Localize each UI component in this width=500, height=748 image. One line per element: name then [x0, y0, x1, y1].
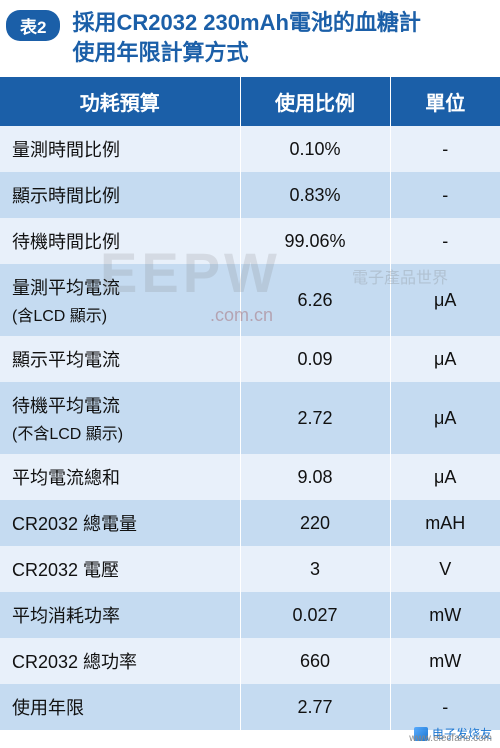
row-label: CR2032 電壓 [0, 546, 240, 592]
header-col3: 單位 [390, 77, 500, 126]
row-label: 顯示平均電流 [0, 336, 240, 382]
row-unit: - [390, 172, 500, 218]
table-row: 量測平均電流(含LCD 顯示) 6.26 μA [0, 264, 500, 336]
table-row: CR2032 電壓 3 V [0, 546, 500, 592]
row-unit: μA [390, 264, 500, 336]
title-text-block: 採用CR2032 230mAh電池的血糖計 使用年限計算方式 [72, 8, 420, 67]
row-unit: μA [390, 382, 500, 454]
row-label: 待機平均電流(不含LCD 顯示) [0, 382, 240, 454]
row-label: 使用年限 [0, 684, 240, 730]
row-value: 0.027 [240, 592, 390, 638]
header-col2: 使用比例 [240, 77, 390, 126]
title-line1: 採用CR2032 230mAh電池的血糖計 [72, 8, 420, 38]
row-label: 待機時間比例 [0, 218, 240, 264]
row-value: 2.72 [240, 382, 390, 454]
row-value: 2.77 [240, 684, 390, 730]
table-row: 顯示時間比例 0.83% - [0, 172, 500, 218]
row-value: 3 [240, 546, 390, 592]
table-body: 量測時間比例 0.10% - 顯示時間比例 0.83% - 待機時間比例 99.… [0, 126, 500, 730]
row-label: CR2032 總電量 [0, 500, 240, 546]
header-row: 功耗預算 使用比例 單位 [0, 77, 500, 126]
row-label: 平均電流總和 [0, 454, 240, 500]
row-unit: - [390, 126, 500, 172]
title-line2: 使用年限計算方式 [72, 38, 420, 68]
table-row: 平均電流總和 9.08 μA [0, 454, 500, 500]
row-unit: - [390, 218, 500, 264]
table-row: 顯示平均電流 0.09 μA [0, 336, 500, 382]
row-label: 量測平均電流(含LCD 顯示) [0, 264, 240, 336]
table-row: 待機平均電流(不含LCD 顯示) 2.72 μA [0, 382, 500, 454]
table-container: 表2 採用CR2032 230mAh電池的血糖計 使用年限計算方式 功耗預算 使… [0, 0, 500, 748]
row-label: CR2032 總功率 [0, 638, 240, 684]
table-row: 平均消耗功率 0.027 mW [0, 592, 500, 638]
row-label: 量測時間比例 [0, 126, 240, 172]
title-row: 表2 採用CR2032 230mAh電池的血糖計 使用年限計算方式 [0, 0, 500, 77]
row-value: 660 [240, 638, 390, 684]
row-value: 9.08 [240, 454, 390, 500]
row-unit: - [390, 684, 500, 730]
row-unit: mW [390, 638, 500, 684]
row-unit: μA [390, 454, 500, 500]
row-value: 0.09 [240, 336, 390, 382]
table-row: 使用年限 2.77 - [0, 684, 500, 730]
row-value: 220 [240, 500, 390, 546]
row-unit: μA [390, 336, 500, 382]
table-row: CR2032 總電量 220 mAH [0, 500, 500, 546]
row-unit: V [390, 546, 500, 592]
table-row: CR2032 總功率 660 mW [0, 638, 500, 684]
header-col1: 功耗預算 [0, 77, 240, 126]
footer-url: www.elecfans.com [409, 733, 492, 744]
data-table: 功耗預算 使用比例 單位 量測時間比例 0.10% - 顯示時間比例 0.83%… [0, 77, 500, 730]
row-label: 平均消耗功率 [0, 592, 240, 638]
row-unit: mW [390, 592, 500, 638]
row-value: 6.26 [240, 264, 390, 336]
table-badge: 表2 [6, 10, 60, 41]
row-value: 0.10% [240, 126, 390, 172]
row-unit: mAH [390, 500, 500, 546]
table-row: 量測時間比例 0.10% - [0, 126, 500, 172]
row-value: 99.06% [240, 218, 390, 264]
row-label: 顯示時間比例 [0, 172, 240, 218]
table-row: 待機時間比例 99.06% - [0, 218, 500, 264]
row-value: 0.83% [240, 172, 390, 218]
